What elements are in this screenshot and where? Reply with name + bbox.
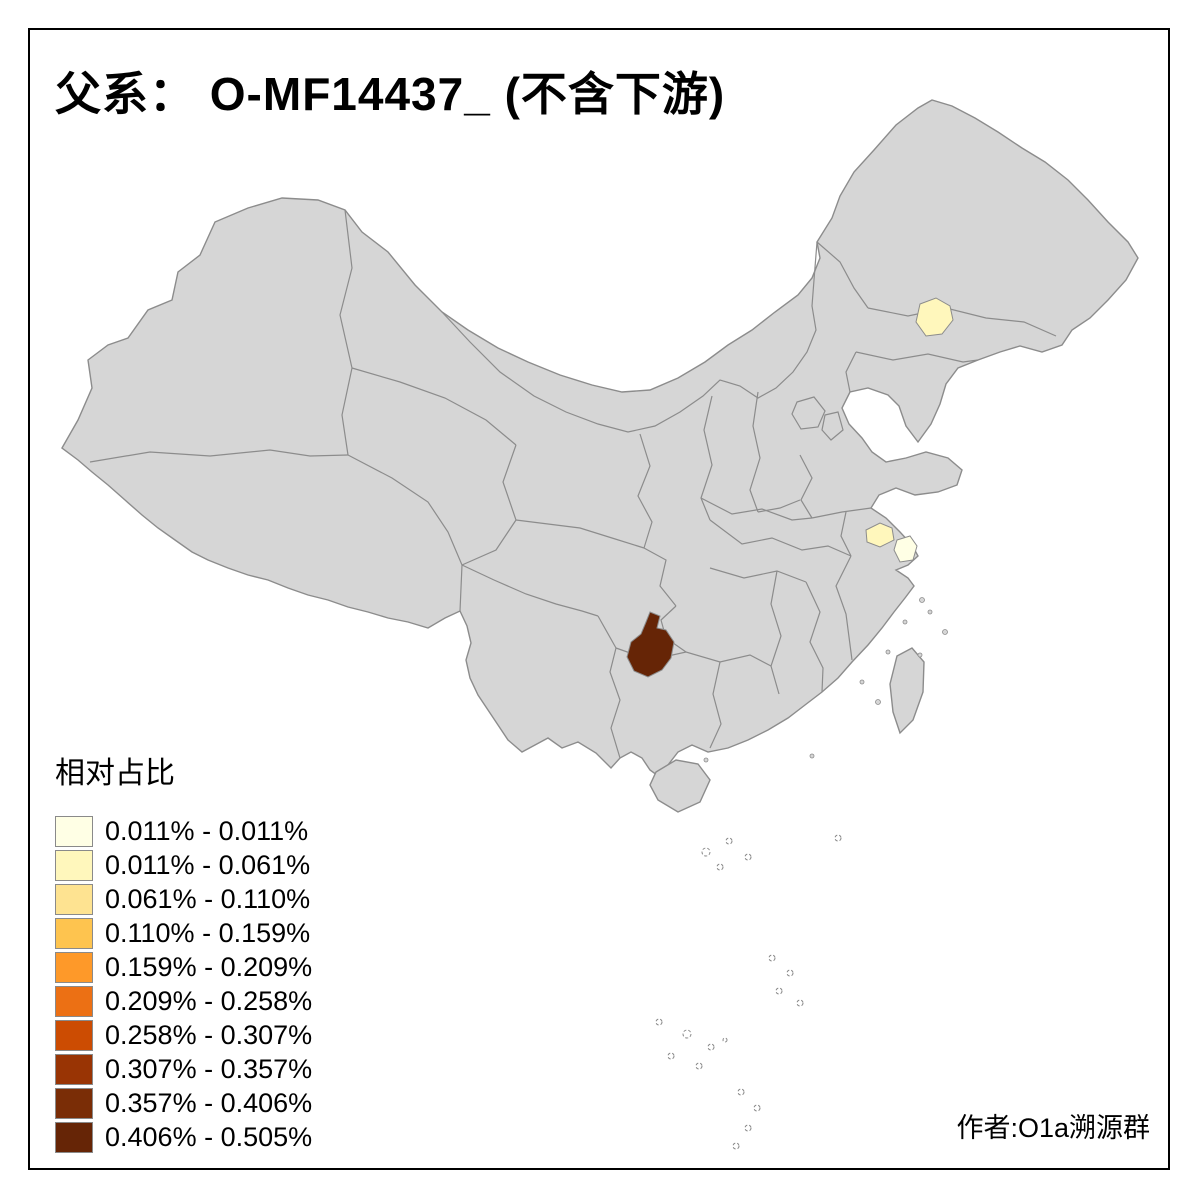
legend-item: 0.110% - 0.159% [55,918,312,949]
legend-swatch [55,1122,93,1153]
province-borders [89,209,1057,759]
legend-label: 0.209% - 0.258% [105,986,313,1016]
legend-label: 0.159% - 0.209% [105,952,313,982]
taiwan-island-shape [889,647,925,735]
legend-label: 0.011% - 0.061% [105,850,311,880]
legend-swatch [55,1054,93,1085]
highlight-region-northeast [915,297,954,337]
mainland-china-shape [61,99,1139,780]
legend-item: 0.159% - 0.209% [55,952,312,983]
legend-label: 0.307% - 0.357% [105,1054,313,1084]
highlight-region-jiangsu [865,522,895,548]
legend-item: 0.357% - 0.406% [55,1088,312,1119]
attribution-text: 作者:O1a溯源群 [956,1113,1150,1143]
legend-item: 0.307% - 0.357% [55,1054,312,1085]
legend-item: 0.209% - 0.258% [55,986,312,1017]
hainan-island-shape [649,759,711,813]
legend-swatch [55,1020,93,1051]
legend-label: 0.061% - 0.110% [105,884,311,914]
legend-item: 0.258% - 0.307% [55,1020,312,1051]
legend-swatch [55,986,93,1017]
legend-rows: 0.011% - 0.011% 0.011% - 0.061% 0.061% - 0… [55,816,312,1153]
legend-label: 0.258% - 0.307% [105,1020,313,1050]
legend-item: 0.061% - 0.110% [55,884,312,915]
south-china-sea-islands [655,834,842,1150]
legend-item: 0.011% - 0.061% [55,850,312,881]
coastal-islets [703,597,948,763]
legend-swatch [55,1088,93,1119]
highlight-region-shanghai [893,535,918,563]
legend-swatch [55,816,93,847]
legend-swatch [55,918,93,949]
legend-swatch [55,884,93,915]
legend-swatch [55,850,93,881]
legend-swatch [55,952,93,983]
highlight-region-southwest [626,611,675,678]
legend-item: 0.406% - 0.505% [55,1122,312,1153]
legend-label: 0.110% - 0.159% [105,918,311,948]
page-title: 父系： O-MF14437_ (不含下游) [55,68,726,120]
legend: 相对占比 0.011% - 0.011% 0.011% - 0.061% 0.061… [55,748,312,1156]
legend-label: 0.357% - 0.406% [105,1088,313,1118]
legend-label: 0.406% - 0.505% [105,1122,313,1152]
legend-item: 0.011% - 0.011% [55,816,312,847]
legend-title: 相对占比 [55,757,175,790]
legend-label: 0.011% - 0.011% [105,816,309,846]
